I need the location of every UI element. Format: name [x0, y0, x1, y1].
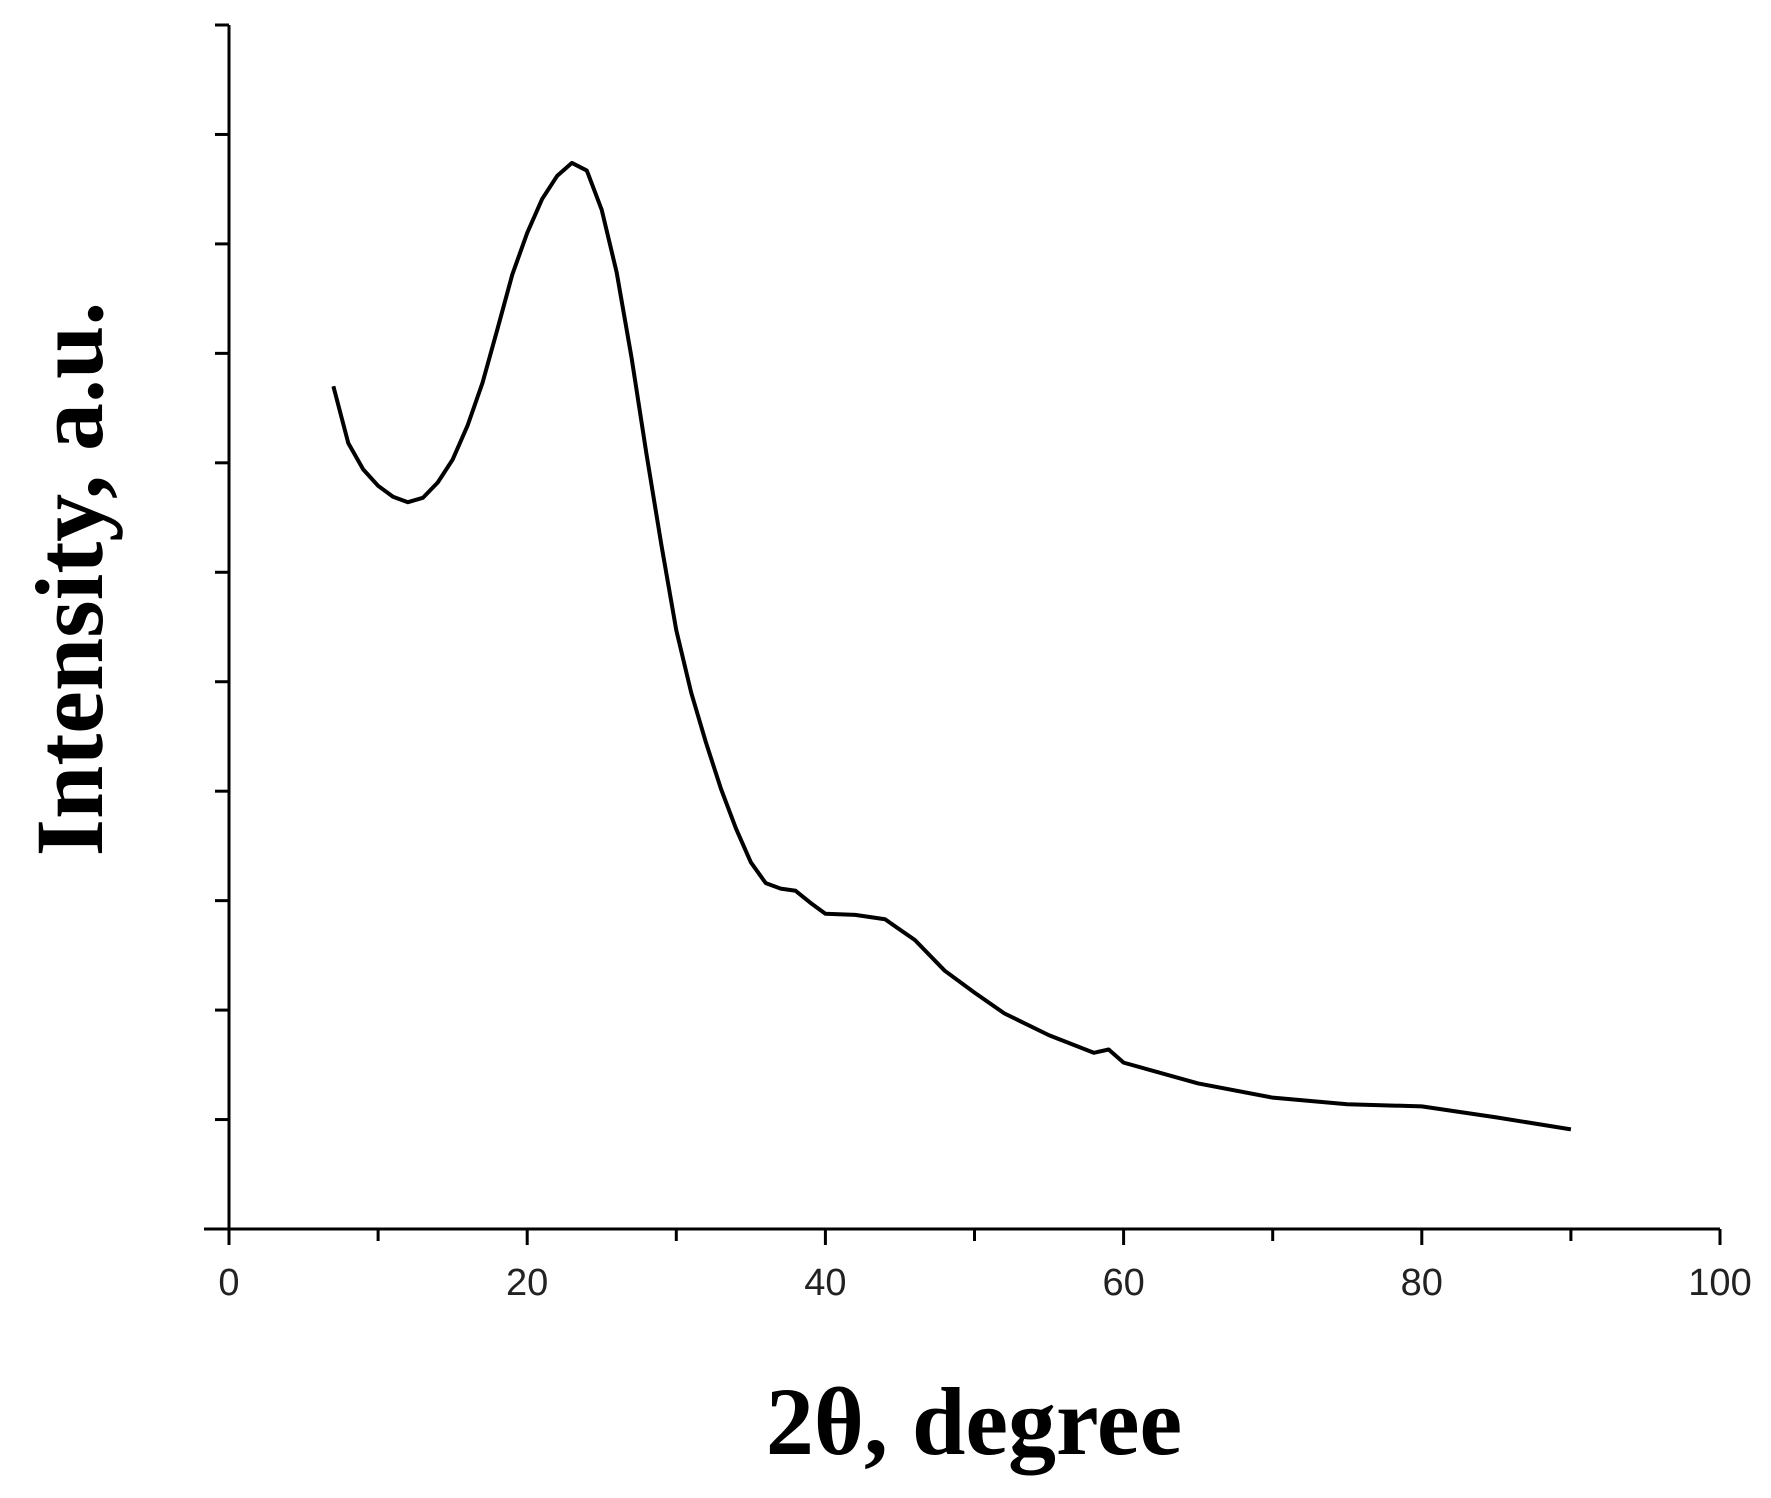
x-tick-label: 40 [804, 1262, 846, 1304]
x-tick-label: 80 [1401, 1262, 1443, 1304]
y-axis-title: Intensity, a.u. [16, 302, 123, 857]
data-line [331, 160, 1572, 1132]
x-tick-label: 0 [218, 1262, 239, 1304]
x-axis-title: 2θ, degree [766, 1368, 1182, 1475]
x-tick-label: 100 [1688, 1262, 1751, 1304]
x-tick-label: 60 [1102, 1262, 1144, 1304]
x-tick-label: 20 [506, 1262, 548, 1304]
